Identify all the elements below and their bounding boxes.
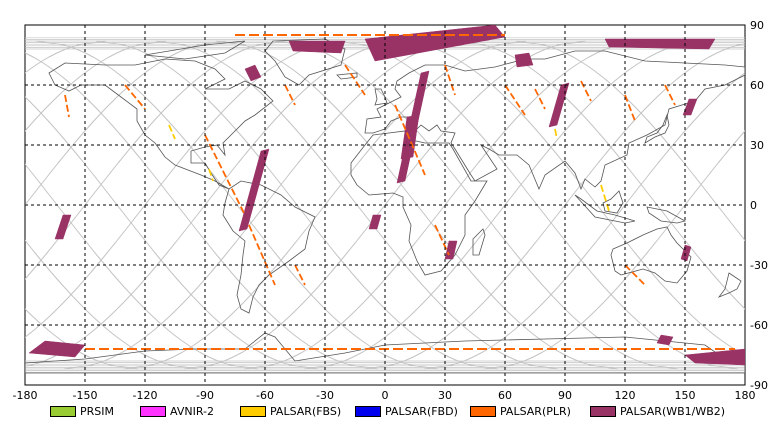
legend-swatch [590, 405, 616, 417]
track-palsar-plr [504, 84, 526, 116]
longitude-tick-label: 150 [675, 389, 696, 400]
swath-palsar-wb [28, 340, 86, 358]
legend-item-palsar-wb: PALSAR(WB1/WB2) [590, 401, 725, 421]
grid-lines [25, 25, 745, 385]
coastline-indonesia [574, 194, 636, 224]
swath-palsar-wb [548, 82, 570, 128]
legend-swatch [140, 405, 166, 417]
orbit-track [25, 239, 199, 370]
track-palsar-plr [624, 94, 636, 122]
longitude-tick-label: -60 [256, 389, 274, 400]
swath-palsar-wb [288, 40, 346, 54]
coastline-new-zealand [717, 272, 742, 298]
coastline-australia [610, 226, 692, 284]
track-palsar-plr [124, 84, 146, 110]
longitude-tick-label: -90 [196, 389, 214, 400]
longitude-tick-label: 30 [438, 389, 452, 400]
swath-palsar-wb [244, 64, 262, 82]
swath-palsar-wb [238, 148, 270, 232]
orbit-track [25, 40, 167, 132]
latitude-tick-label: 0 [750, 199, 757, 212]
track-palsar-plr [64, 94, 70, 118]
swath-palsar-wb [54, 214, 72, 240]
longitude-tick-label: 60 [498, 389, 512, 400]
legend-item-avnir2: AVNIR-2 [140, 401, 214, 421]
track-palsar-plr [664, 84, 676, 106]
longitude-tick-label: 90 [558, 389, 572, 400]
latitude-tick-label: 90 [750, 19, 764, 32]
longitude-tick-label: 120 [615, 389, 636, 400]
track-palsar-plr [284, 84, 296, 106]
longitude-tick-label: -30 [316, 389, 334, 400]
swath-palsar-wb [514, 52, 534, 68]
swath-palsar-wb [604, 38, 716, 50]
coastline-new-guinea [646, 206, 687, 224]
latitude-tick-label: 60 [750, 79, 764, 92]
longitude-tick-label: -120 [133, 389, 158, 400]
legend-label: PALSAR(FBD) [385, 404, 458, 418]
longitude-tick-labels: -180 -150 -120 -90 -60 -30 0 30 60 90 120 150 180 [13, 389, 756, 402]
track-palsar-plr [204, 134, 246, 216]
track-palsar-plr [294, 264, 306, 286]
legend-label: PALSAR(FBS) [270, 404, 342, 418]
swath-palsar-wb [368, 214, 382, 230]
track-palsar-plr [394, 104, 426, 176]
longitude-tick-label: 180 [735, 389, 756, 400]
latitude-tick-label: 30 [750, 139, 764, 152]
swath-palsar-wb [684, 348, 745, 366]
track-palsar-fbs [554, 128, 558, 140]
coastline-south-america [222, 180, 316, 314]
longitude-tick-label: -180 [13, 389, 38, 400]
track-palsar-plr [344, 64, 366, 96]
coastline-uk [374, 88, 388, 106]
legend-swatch [50, 405, 76, 417]
map-canvas: -180 -150 -120 -90 -60 -30 0 30 60 90 120 150 180 90… [13, 19, 768, 402]
track-palsar-fbs [208, 168, 214, 182]
track-palsar-plr [444, 64, 456, 96]
latitude-tick-label: -90 [750, 379, 768, 392]
coastline-japan [644, 113, 670, 144]
track-palsar-plr [624, 264, 646, 286]
legend-swatch [355, 405, 381, 417]
track-palsar-plr [434, 224, 450, 256]
orbit-track [25, 40, 227, 206]
track-palsar-plr [534, 88, 546, 110]
coastline-borneo [602, 190, 624, 214]
latitude-tick-label: -30 [750, 259, 768, 272]
coastline-north-america [48, 58, 274, 190]
legend-swatch [240, 405, 266, 417]
legend-label: PALSAR(WB1/WB2) [620, 404, 726, 418]
legend-item-palsar-fbs: PALSAR(FBS) [240, 401, 341, 421]
coastline-arctic-islands [144, 40, 246, 60]
longitude-tick-label: 0 [382, 389, 389, 400]
track-palsar-plr [580, 80, 592, 102]
latitude-tick-labels: 90 60 30 0 -30 -60 -90 [750, 19, 768, 392]
track-palsar-fbs [600, 184, 610, 212]
legend-item-palsar-plr: PALSAR(PLR) [470, 401, 571, 421]
orbit-track [25, 308, 139, 370]
track-palsar-fbs [168, 124, 176, 140]
legend-label: PRSIM [80, 404, 114, 418]
legend-swatch [470, 405, 496, 417]
legend-item-prsim: PRSIM [50, 401, 114, 421]
track-palsar-plr [248, 224, 276, 286]
legend-item-palsar-fbd: PALSAR(FBD) [355, 401, 458, 421]
legend: PRSIM AVNIR-2 PALSAR(FBS) PALSAR(FBD) PA… [50, 401, 770, 421]
coastline-madagascar [472, 228, 486, 256]
coverage-swaths [28, 25, 745, 366]
latitude-tick-label: -60 [750, 319, 768, 332]
legend-label: PALSAR(PLR) [500, 404, 571, 418]
legend-label: AVNIR-2 [170, 404, 214, 418]
swath-palsar-wb [656, 334, 674, 346]
longitude-tick-label: -150 [73, 389, 98, 400]
swath-palsar-wb [680, 244, 692, 262]
